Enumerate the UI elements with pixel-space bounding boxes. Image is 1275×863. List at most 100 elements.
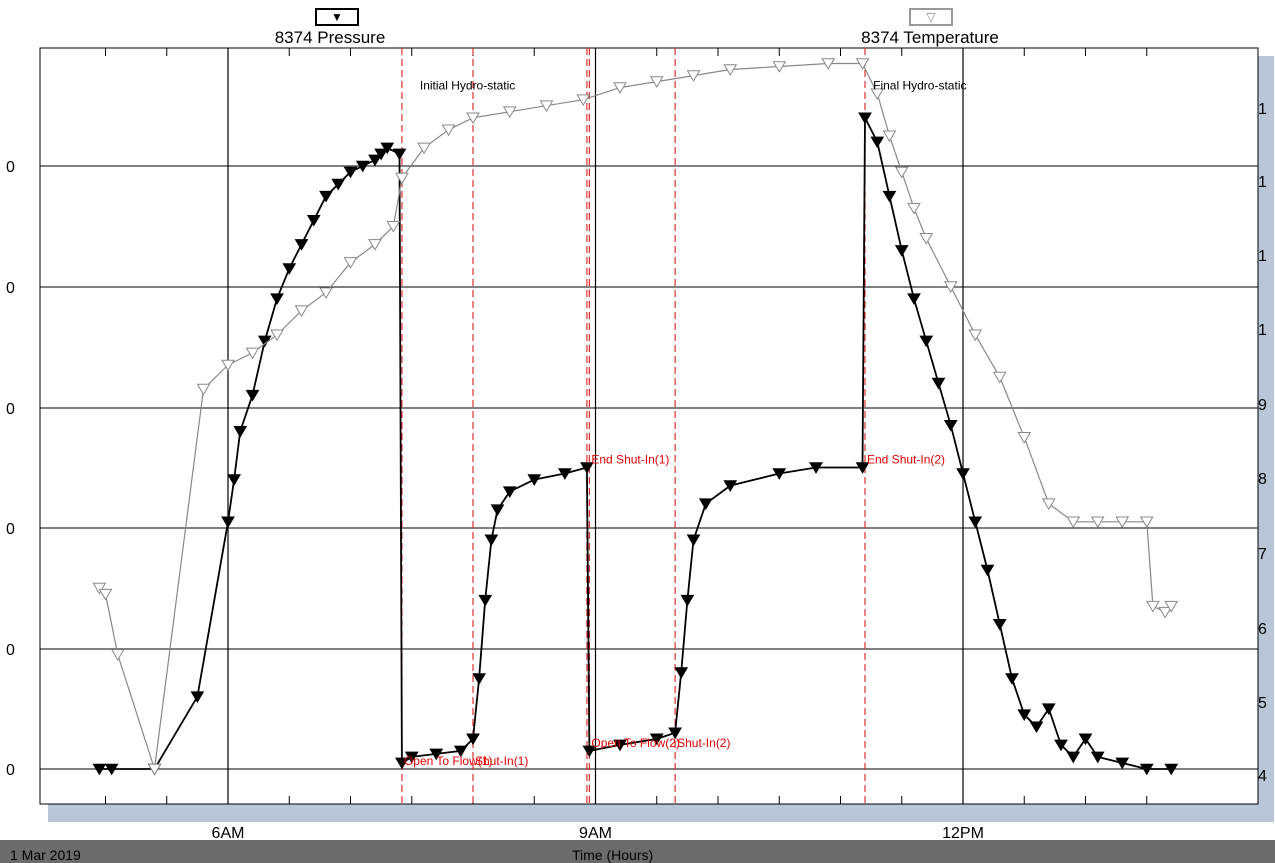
data-point — [1054, 739, 1068, 752]
y-left-tick-label: 0 — [6, 642, 15, 659]
data-point — [907, 202, 921, 215]
data-point — [417, 142, 431, 155]
data-point — [245, 389, 260, 402]
data-point — [1017, 432, 1032, 444]
annotation-label: Shut-In(2) — [677, 736, 730, 750]
data-point — [306, 214, 321, 227]
data-point — [858, 112, 872, 125]
data-point — [221, 359, 235, 372]
data-point — [1029, 721, 1044, 734]
data-point — [221, 516, 235, 529]
data-point — [613, 82, 627, 94]
data-point — [680, 594, 695, 607]
x-axis-title: Time (Hours) — [572, 847, 654, 863]
data-point — [190, 691, 205, 704]
annotations: Initial Hydro-static Final Hydro-static En… — [404, 79, 967, 768]
annotation-label: End Shut-In(2) — [867, 453, 945, 467]
y-left-tick-label: 0 — [6, 159, 15, 176]
y-right-tick-label: 6 — [1258, 621, 1267, 638]
series — [92, 58, 1179, 776]
data-point — [882, 190, 897, 203]
annotation-label: Open To Flow(1) — [404, 754, 492, 768]
pressure-legend-swatch[interactable]: ▼ — [315, 8, 359, 26]
data-point — [1005, 673, 1019, 685]
data-point — [502, 106, 517, 119]
data-point — [1158, 606, 1172, 619]
data-point — [368, 154, 382, 167]
data-point — [1139, 516, 1154, 529]
y-right-tick-label: 8 — [1258, 471, 1267, 488]
data-point — [674, 667, 689, 679]
y-left-tick-label: 0 — [6, 280, 15, 297]
y-right-tick-label: 7 — [1258, 546, 1267, 563]
y-right-tick-label: 1 — [1258, 248, 1267, 265]
data-point — [580, 462, 594, 474]
data-point — [270, 329, 284, 342]
data-point — [527, 474, 542, 486]
data-point — [956, 468, 970, 480]
y-left-tick-label: 0 — [6, 401, 15, 418]
data-point — [319, 190, 333, 203]
data-point — [1078, 733, 1093, 746]
y-right-tick-label: 4 — [1258, 768, 1267, 785]
data-point — [649, 76, 664, 88]
data-point — [558, 468, 572, 480]
annotation-label: Initial Hydro-static — [420, 79, 515, 93]
annotation-label: End Shut-In(1) — [591, 453, 669, 467]
x-tick-label: 9AM — [579, 825, 612, 840]
data-point — [894, 166, 909, 179]
data-point — [772, 61, 787, 73]
data-point — [484, 534, 499, 547]
data-point — [968, 516, 983, 529]
data-point — [227, 474, 241, 486]
data-point — [821, 58, 836, 70]
data-point — [466, 733, 480, 746]
data-point — [1115, 516, 1130, 529]
y-right-tick-label: 9 — [1258, 397, 1267, 414]
data-point — [98, 588, 113, 601]
y-right-tick-label: 1 — [1258, 174, 1267, 191]
data-point — [980, 564, 995, 577]
pressure-temperature-chart: Initial Hydro-static Final Hydro-static En… — [6, 47, 1274, 840]
y-left-tick-label: 0 — [6, 521, 15, 538]
data-point — [870, 88, 885, 101]
data-point — [429, 748, 444, 761]
data-point — [196, 383, 211, 396]
data-point — [343, 257, 358, 269]
data-point — [92, 582, 107, 595]
data-point — [1041, 498, 1056, 511]
data-point — [395, 757, 409, 770]
data-point — [855, 58, 870, 70]
tick-labels: 6AM 9AM 12PM 0 0 0 0 0 0 4 5 6 7 8 9 1 1 1 1 — [6, 101, 1267, 840]
data-point — [809, 462, 823, 474]
plot-area — [39, 47, 1259, 805]
data-point — [582, 745, 597, 758]
data-point — [110, 649, 125, 661]
grid — [40, 48, 1258, 804]
data-point — [368, 239, 382, 251]
data-point — [1146, 600, 1160, 613]
data-point — [1115, 757, 1130, 770]
data-point — [686, 534, 701, 547]
data-point — [282, 263, 297, 275]
data-point — [919, 233, 934, 245]
data-point — [907, 293, 921, 306]
data-point — [723, 480, 738, 492]
data-point — [1090, 751, 1105, 764]
data-point — [331, 178, 346, 191]
data-point — [343, 166, 358, 179]
data-point — [931, 377, 946, 390]
status-bar — [0, 840, 1275, 863]
data-point — [380, 142, 395, 155]
data-point — [294, 305, 309, 318]
y-right-tick-label: 5 — [1258, 695, 1267, 712]
data-point — [392, 148, 407, 161]
data-point — [968, 329, 983, 342]
data-point — [772, 468, 787, 480]
data-point — [147, 763, 162, 776]
data-point — [92, 763, 107, 776]
data-point — [870, 136, 885, 149]
data-point — [233, 426, 248, 438]
data-point — [576, 94, 591, 107]
temperature-legend-swatch[interactable]: ▽ — [909, 8, 953, 26]
